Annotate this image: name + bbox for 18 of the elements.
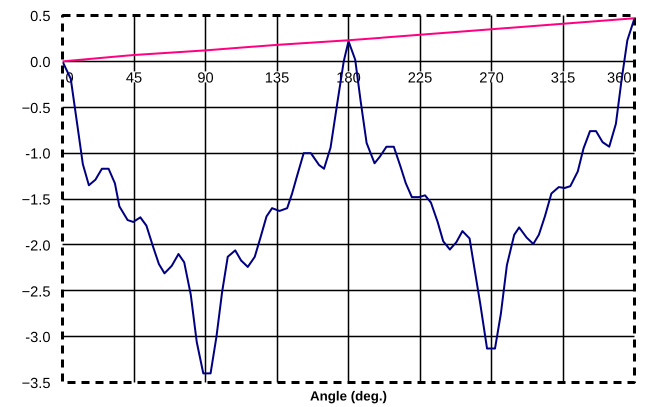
y-tick-label: -1.0 bbox=[25, 146, 51, 163]
x-tick-label: 225 bbox=[408, 70, 432, 86]
x-tick-label: 270 bbox=[479, 70, 504, 86]
line-series bbox=[62, 17, 634, 62]
x-tick-label: 135 bbox=[264, 70, 290, 86]
x-tick-label: 45 bbox=[126, 70, 142, 86]
line-series bbox=[62, 17, 634, 374]
x-axis-title: Angle (deg.) bbox=[310, 388, 388, 404]
x-tick-label: 90 bbox=[197, 70, 214, 86]
y-tick-label: −1.5 bbox=[22, 192, 51, 208]
y-tick-label: −0.5 bbox=[22, 100, 51, 117]
x-tick-label: 315 bbox=[550, 70, 576, 86]
y-tick-label: 0.0 bbox=[30, 54, 50, 71]
y-tick-label: −2.5 bbox=[22, 284, 51, 300]
y-tick-label: 0.5 bbox=[30, 9, 50, 25]
y-tick-label: -3.0 bbox=[25, 330, 51, 346]
y-tick-label: −3.5 bbox=[22, 376, 51, 392]
y-tick-label: -2.0 bbox=[25, 238, 51, 254]
